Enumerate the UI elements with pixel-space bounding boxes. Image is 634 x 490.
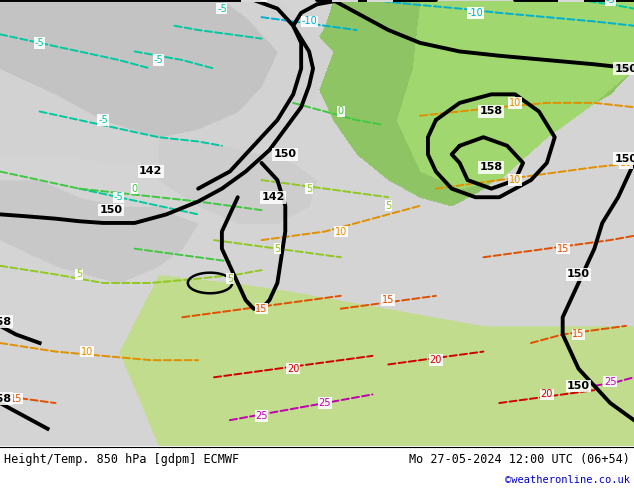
Text: 150: 150 (100, 205, 122, 215)
Text: -10: -10 (468, 8, 483, 18)
Text: 15: 15 (573, 329, 585, 340)
Text: 5: 5 (385, 201, 391, 211)
Text: 15: 15 (256, 304, 268, 314)
Text: 5: 5 (275, 244, 280, 254)
Text: 158: 158 (0, 317, 11, 326)
Text: 142: 142 (139, 167, 162, 176)
Text: -5: -5 (217, 3, 227, 14)
Text: 25: 25 (256, 411, 268, 421)
Text: -5: -5 (153, 55, 164, 65)
Text: 15: 15 (10, 394, 22, 404)
Text: 150: 150 (614, 64, 634, 74)
Text: 142: 142 (262, 192, 285, 202)
Text: 10: 10 (509, 98, 521, 108)
Text: Mo 27-05-2024 12:00 UTC (06+54): Mo 27-05-2024 12:00 UTC (06+54) (409, 453, 630, 466)
Text: 10: 10 (335, 226, 347, 237)
Text: 150: 150 (567, 270, 590, 279)
Text: -10: -10 (301, 17, 317, 26)
Text: 10: 10 (509, 175, 521, 185)
Text: 5: 5 (306, 184, 312, 194)
Text: 20: 20 (287, 364, 299, 374)
Text: -5: -5 (98, 115, 108, 125)
Text: 150: 150 (274, 149, 297, 159)
Text: 10: 10 (81, 346, 93, 357)
Text: 158: 158 (480, 106, 503, 117)
Text: Height/Temp. 850 hPa [gdpm] ECMWF: Height/Temp. 850 hPa [gdpm] ECMWF (4, 453, 239, 466)
Text: 5: 5 (76, 270, 82, 279)
Text: 150: 150 (614, 154, 634, 164)
Text: 0: 0 (132, 184, 138, 194)
Text: 0: 0 (338, 106, 344, 117)
Text: 15: 15 (557, 244, 569, 254)
Text: 25: 25 (604, 377, 616, 387)
Text: 150: 150 (567, 381, 590, 391)
Text: -5: -5 (114, 192, 124, 202)
Text: 20: 20 (541, 390, 553, 399)
Text: 20: 20 (430, 355, 442, 365)
Text: 5: 5 (227, 274, 233, 284)
Text: ©weatheronline.co.uk: ©weatheronline.co.uk (505, 475, 630, 485)
Text: -5: -5 (35, 38, 44, 48)
Text: 25: 25 (319, 398, 331, 408)
Text: 158: 158 (480, 162, 503, 172)
Text: -5: -5 (605, 0, 615, 5)
Text: 10: 10 (620, 158, 632, 168)
Text: 158: 158 (0, 394, 11, 404)
Text: 15: 15 (382, 295, 394, 305)
